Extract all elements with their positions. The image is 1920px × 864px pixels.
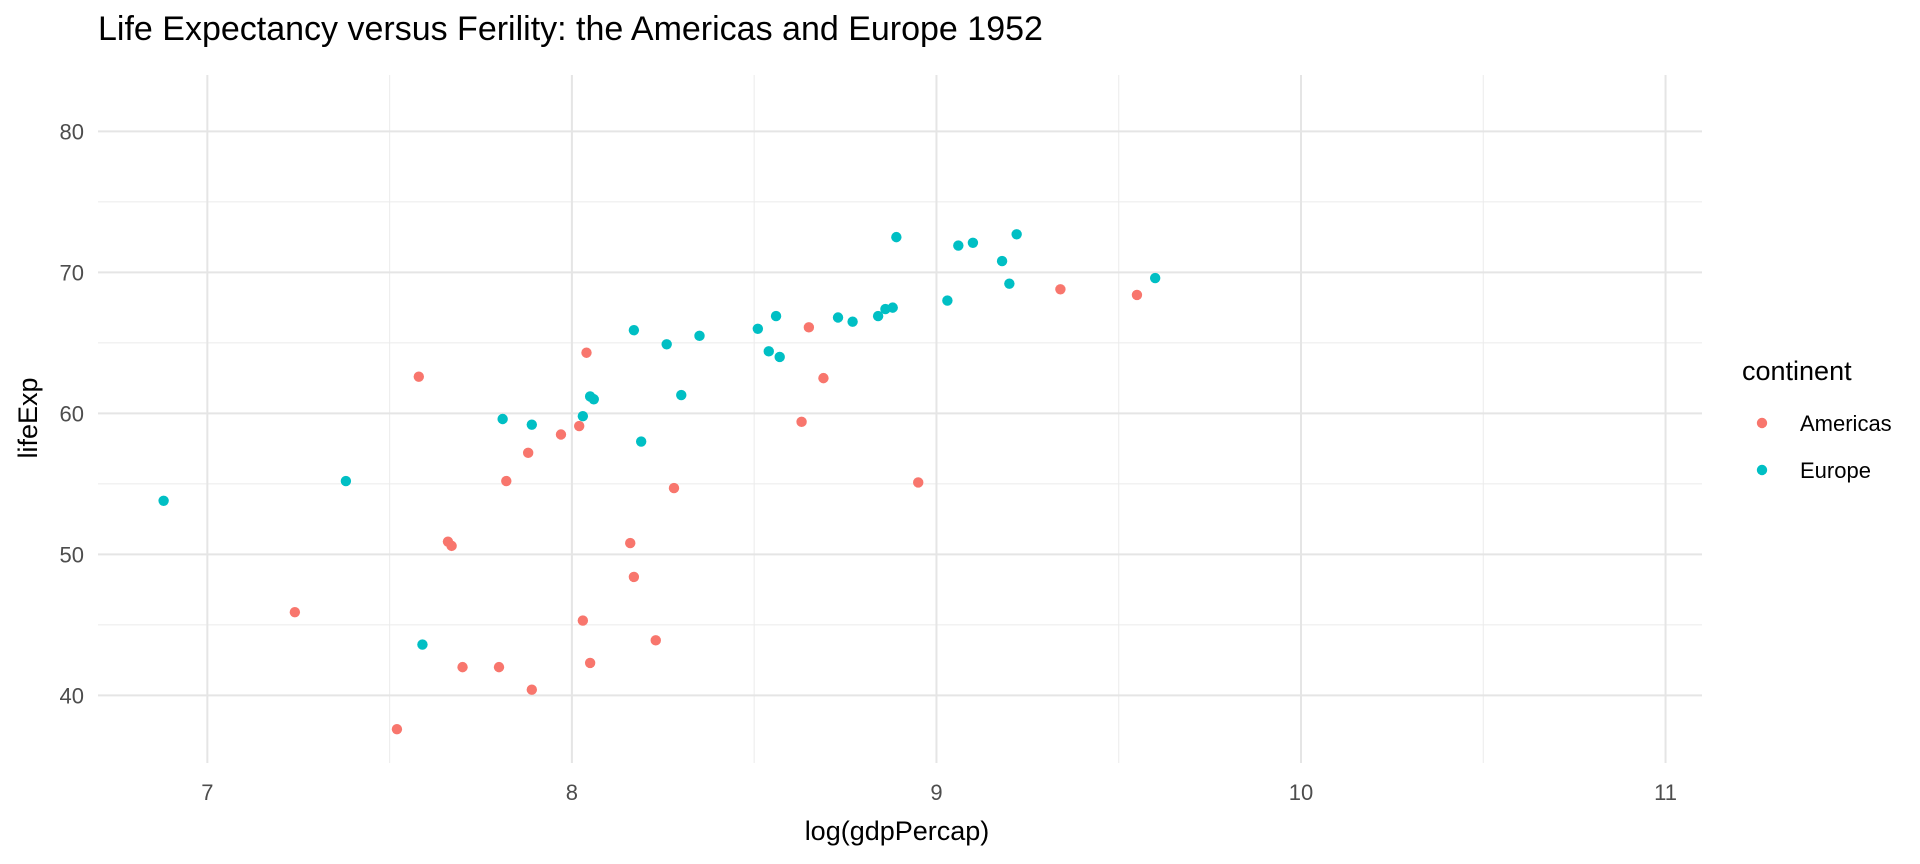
data-point xyxy=(581,347,592,358)
legend: continent Americas Europe xyxy=(1742,356,1892,483)
x-tick-label: 10 xyxy=(1289,780,1313,805)
y-axis-label: lifeExp xyxy=(13,377,43,458)
data-point xyxy=(796,416,807,428)
series-americas xyxy=(289,284,1143,735)
data-point xyxy=(457,661,468,673)
data-point xyxy=(818,372,829,384)
data-point xyxy=(577,615,589,626)
data-point xyxy=(413,371,424,382)
legend-label: Europe xyxy=(1800,458,1871,483)
grid xyxy=(98,75,1702,763)
data-point xyxy=(625,537,636,549)
legend-title: continent xyxy=(1742,356,1852,386)
data-point xyxy=(996,255,1008,267)
data-point xyxy=(891,231,902,243)
data-point xyxy=(668,482,680,494)
y-tick-label: 80 xyxy=(60,119,84,144)
data-point xyxy=(803,322,815,333)
data-point xyxy=(501,475,512,487)
data-point xyxy=(1055,284,1066,295)
data-point xyxy=(1149,272,1161,284)
data-point xyxy=(391,723,403,735)
y-tick-label: 40 xyxy=(60,683,84,708)
data-point xyxy=(289,606,301,618)
data-point xyxy=(953,240,964,251)
data-point xyxy=(446,540,457,552)
data-point xyxy=(574,420,585,432)
y-tick-label: 70 xyxy=(60,260,84,285)
data-point xyxy=(1004,278,1015,289)
series-europe xyxy=(158,229,1161,650)
data-point xyxy=(967,237,979,248)
data-point xyxy=(661,339,672,350)
data-point xyxy=(497,413,508,425)
data-point xyxy=(676,389,687,401)
data-point xyxy=(832,312,844,323)
data-point xyxy=(1011,229,1022,240)
chart-title: Life Expectancy versus Ferility: the Ame… xyxy=(98,10,1043,48)
data-point xyxy=(340,475,352,487)
data-point xyxy=(628,324,640,336)
data-point xyxy=(847,316,858,327)
data-point xyxy=(522,447,534,459)
data-point xyxy=(763,346,774,357)
x-tick-label: 7 xyxy=(201,780,213,805)
data-point xyxy=(584,657,596,669)
y-tick-label: 50 xyxy=(60,542,84,567)
data-point xyxy=(887,302,898,313)
data-point xyxy=(770,310,782,322)
data-point xyxy=(942,295,953,306)
data-point xyxy=(526,419,538,430)
data-point xyxy=(555,429,567,440)
data-point xyxy=(650,635,661,646)
data-point xyxy=(872,310,884,322)
x-tick-label: 9 xyxy=(930,780,942,805)
x-axis-label: log(gdpPercap) xyxy=(805,816,990,846)
data-point xyxy=(158,495,169,506)
data-point xyxy=(526,684,538,695)
legend-label: Americas xyxy=(1800,411,1892,436)
axis-ticks: 7 8 9 10 11 40 50 60 70 80 xyxy=(60,119,1677,805)
legend-key xyxy=(1756,417,1768,429)
legend-key xyxy=(1756,464,1768,476)
data-points xyxy=(158,229,1161,735)
data-point xyxy=(635,436,647,447)
data-point xyxy=(774,351,785,363)
data-point xyxy=(1131,289,1143,301)
x-tick-label: 8 xyxy=(566,780,578,805)
y-tick-label: 60 xyxy=(60,401,84,426)
data-point xyxy=(577,410,589,422)
data-point xyxy=(628,571,640,583)
data-point xyxy=(913,477,924,488)
data-point xyxy=(588,394,599,405)
x-tick-label: 11 xyxy=(1654,780,1677,805)
data-point xyxy=(752,323,764,334)
data-point xyxy=(493,661,505,673)
data-point xyxy=(417,639,428,650)
data-point xyxy=(694,330,705,342)
